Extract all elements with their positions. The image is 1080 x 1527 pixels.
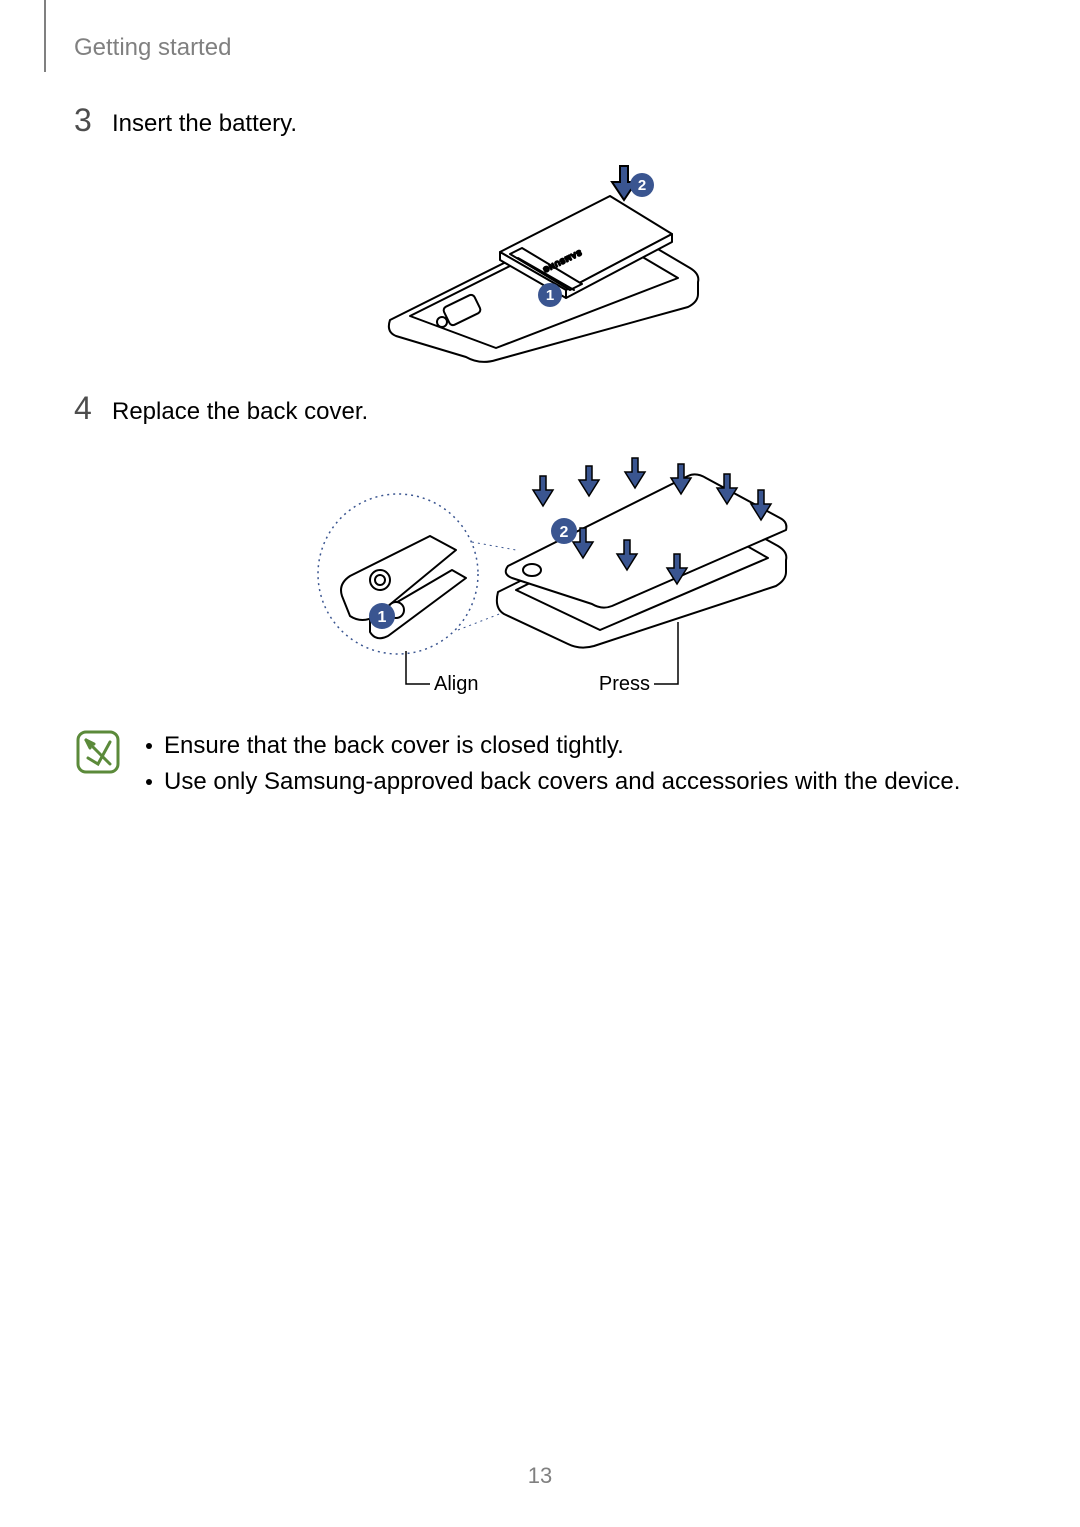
svg-text:2: 2 bbox=[638, 177, 646, 194]
callout-2: 2 bbox=[551, 518, 577, 544]
step-text: Insert the battery. bbox=[112, 110, 297, 138]
note-item: Use only Samsung-approved back covers an… bbox=[146, 764, 1006, 800]
callout-2: 2 bbox=[630, 173, 654, 197]
label-align: Align bbox=[434, 673, 478, 695]
note-item: Ensure that the back cover is closed tig… bbox=[146, 728, 1006, 764]
page: Getting started 3 Insert the battery. bbox=[0, 0, 1080, 1527]
note-text: Use only Samsung-approved back covers an… bbox=[164, 764, 960, 800]
note-block: Ensure that the back cover is closed tig… bbox=[74, 728, 1006, 800]
label-press: Press bbox=[599, 673, 650, 695]
diagram-replace-cover: 1 2 Align Press bbox=[280, 446, 800, 716]
callout-1: 1 bbox=[369, 603, 395, 629]
bullet-icon bbox=[146, 779, 152, 785]
callout-1: 1 bbox=[538, 283, 562, 307]
step-text: Replace the back cover. bbox=[112, 398, 368, 426]
step-number: 3 bbox=[74, 104, 96, 136]
page-number: 13 bbox=[0, 1463, 1080, 1489]
header-rule bbox=[44, 0, 46, 72]
diagram-insert-battery: SAMSUNG 1 2 bbox=[360, 160, 720, 380]
section-header: Getting started bbox=[74, 34, 231, 62]
step-3: 3 Insert the battery. bbox=[74, 104, 297, 138]
step-4: 4 Replace the back cover. bbox=[74, 392, 368, 426]
svg-text:1: 1 bbox=[378, 609, 387, 626]
bullet-icon bbox=[146, 743, 152, 749]
svg-text:1: 1 bbox=[546, 287, 554, 304]
note-text: Ensure that the back cover is closed tig… bbox=[164, 728, 624, 764]
step-number: 4 bbox=[74, 392, 96, 424]
note-icon bbox=[74, 728, 122, 776]
svg-text:2: 2 bbox=[560, 524, 569, 541]
note-list: Ensure that the back cover is closed tig… bbox=[146, 728, 1006, 800]
